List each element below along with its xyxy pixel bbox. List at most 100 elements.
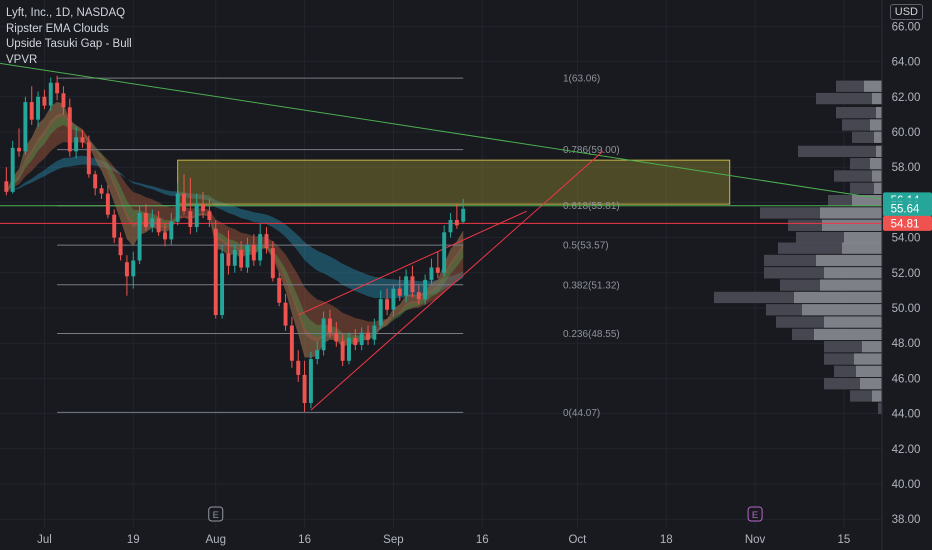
candle-body-0: [4, 181, 9, 192]
candle-body-6: [42, 96, 47, 106]
vp-bar-dark-3: [842, 119, 870, 131]
candle-body-9: [61, 93, 66, 108]
vp-bar-dark-0: [836, 80, 864, 92]
time-axis[interactable]: Jul 19 Aug 16 Sep 16 Oct 18 Nov 15: [37, 534, 850, 546]
candlestick-series: [4, 75, 466, 412]
fib-label-6: 0(44.07): [563, 408, 600, 419]
fib-label-4: 0.382(51.32): [563, 280, 620, 291]
candle-body-68: [435, 267, 440, 273]
vp-bar-dark-20: [792, 328, 814, 341]
candle-body-11: [74, 137, 79, 152]
candle-body-48: [308, 359, 313, 404]
vp-bar-dark-9: [828, 194, 852, 207]
x-tick-label-7: 18: [660, 534, 673, 546]
x-tick-label-4: Sep: [383, 534, 403, 546]
vp-bar-dark-24: [824, 378, 860, 390]
currency-button[interactable]: USD: [889, 4, 923, 20]
vp-bar-dark-2: [836, 106, 876, 119]
vp-bar-dark-19: [776, 316, 824, 328]
study-ema-clouds[interactable]: Ripster EMA Clouds: [6, 22, 109, 35]
vp-bar-light-7: [872, 170, 882, 182]
candle-body-30: [194, 204, 199, 228]
ema-cloud-8-20: [6, 112, 464, 343]
candle-body-55: [353, 337, 358, 345]
candle-body-36: [232, 249, 237, 266]
resistance-zone-box: [177, 159, 731, 205]
x-tick-label-0: Jul: [37, 534, 52, 546]
vp-bar-light-18: [802, 304, 882, 316]
vp-bar-dark-6: [850, 158, 870, 170]
trend-down: [0, 62, 883, 200]
symbol-title[interactable]: Lyft, Inc., 1D, NASDAQ: [6, 7, 126, 19]
candle-body-4: [29, 102, 34, 120]
candle-body-7: [48, 82, 53, 106]
study-vpvr[interactable]: VPVR: [6, 53, 38, 66]
candle-body-61: [391, 288, 396, 310]
study-tasuki-gap[interactable]: Upside Tasuki Gap - Bull: [6, 38, 132, 50]
earnings-marker-1: [747, 506, 763, 522]
price-axis[interactable]: 38.00 40.00 42.00 44.00 46.00 48.00 50.00 52.00…: [892, 21, 921, 526]
y-tick-label-6: 50.00: [892, 303, 921, 315]
candle-body-52: [334, 332, 339, 342]
vp-bar-light-12: [844, 231, 882, 244]
candle-body-63: [404, 276, 409, 296]
vp-bar-light-25: [872, 390, 882, 402]
candle-body-49: [315, 350, 320, 360]
fib-retracement: 1(63.06) 0.786(59.00) 0.618(55.81) 0.5(53.5…: [57, 74, 620, 419]
fib-label-2: 0.618(55.81): [563, 201, 620, 212]
y-tick-label-1: 40.00: [892, 479, 921, 491]
y-tick-label-3: 44.00: [892, 409, 921, 421]
candle-body-44: [283, 302, 288, 326]
fib-label-1: 0.786(59.00): [563, 145, 620, 156]
candle-body-27: [175, 193, 180, 222]
y-tick-label-8: 54.00: [892, 233, 921, 245]
earnings-letter-1: E: [752, 510, 758, 521]
vp-bar-light-8: [874, 182, 882, 194]
candle-body-38: [245, 244, 250, 268]
vp-bar-light-13: [842, 242, 882, 254]
vp-bar-light-6: [870, 158, 882, 170]
vp-bar-light-9: [852, 194, 882, 207]
candle-body-39: [251, 244, 256, 261]
candle-body-51: [327, 318, 332, 333]
candle-body-15: [99, 188, 104, 194]
candle-body-45: [289, 325, 294, 361]
y-tick-label-10: 58.00: [892, 162, 921, 174]
candle-body-8: [55, 82, 60, 94]
vp-bar-light-11: [822, 219, 882, 231]
wedge-upper: [298, 210, 527, 316]
vp-bar-dark-14: [764, 254, 816, 267]
candle-body-17: [112, 214, 117, 238]
vp-bar-dark-26: [878, 402, 882, 414]
vp-bar-dark-18: [766, 304, 802, 316]
y-tick-label-0: 38.00: [892, 514, 921, 526]
candle-body-21: [137, 212, 142, 261]
volume-profile: [714, 80, 882, 414]
candle-body-34: [220, 253, 225, 316]
candle-body-47: [302, 374, 307, 404]
vp-bar-light-16: [820, 279, 882, 291]
candle-body-43: [277, 278, 282, 303]
vp-bar-dark-16: [780, 279, 820, 291]
candle-body-64: [410, 276, 415, 293]
candle-body-72: [461, 208, 466, 222]
y-tick-label-2: 42.00: [892, 444, 921, 456]
candle-body-28: [182, 193, 186, 212]
candle-body-22: [143, 212, 148, 228]
vp-bar-light-17: [794, 291, 882, 304]
x-tick-label-9: 15: [838, 534, 851, 546]
candle-body-10: [67, 107, 72, 152]
chart-legend: Lyft, Inc., 1D, NASDAQ Ripster EMA Cloud…: [6, 6, 132, 68]
candle-body-33: [213, 228, 218, 316]
vp-bar-dark-10: [760, 207, 820, 219]
candle-body-20: [131, 260, 136, 277]
candle-body-24: [156, 218, 161, 233]
candle-body-60: [385, 299, 390, 310]
candle-body-57: [366, 332, 370, 340]
vp-bar-light-2: [876, 106, 882, 119]
vp-bar-dark-25: [850, 390, 872, 402]
candle-body-29: [188, 211, 193, 228]
